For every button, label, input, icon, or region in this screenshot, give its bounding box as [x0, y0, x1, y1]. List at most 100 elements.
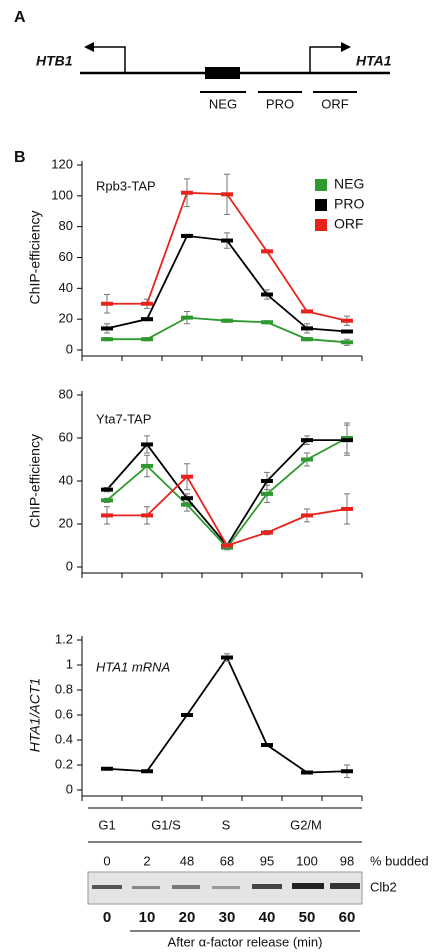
point: [221, 318, 233, 323]
point: [341, 340, 353, 345]
point: [341, 318, 353, 323]
y-tick-label: 0.6: [55, 706, 73, 721]
budded-value: 98: [340, 853, 354, 868]
point: [141, 301, 153, 306]
phase-label: G1: [98, 817, 115, 832]
point: [261, 491, 273, 496]
point: [301, 457, 313, 462]
chart-title: Yta7-TAP: [96, 411, 151, 426]
x-tick-label: 50: [299, 909, 316, 926]
arrowhead: [341, 42, 351, 52]
y-tick-label: 1.2: [55, 631, 73, 646]
point: [181, 233, 193, 238]
y-tick-label: 80: [59, 218, 73, 233]
point: [141, 442, 153, 447]
budded-value: 100: [296, 853, 318, 868]
point: [261, 320, 273, 325]
region-label: NEG: [209, 96, 237, 111]
y-tick-label: 0.2: [55, 756, 73, 771]
point: [341, 329, 353, 334]
blot-band: [212, 886, 240, 889]
point: [341, 769, 353, 774]
point: [261, 479, 273, 483]
panel-label: A: [14, 9, 26, 26]
point: [101, 766, 113, 771]
arrowhead: [84, 42, 94, 52]
point: [301, 337, 313, 342]
phase-label: S: [222, 817, 231, 832]
legend-swatch: [315, 219, 327, 231]
blot-band: [252, 884, 282, 889]
point: [301, 309, 313, 314]
series-line: [106, 439, 347, 548]
legend-swatch: [315, 179, 327, 191]
y-tick-label: 1: [66, 656, 73, 671]
point: [301, 513, 313, 518]
point: [301, 326, 313, 331]
blot-band: [330, 883, 360, 889]
panel-label: B: [14, 149, 26, 166]
budded-value: 2: [143, 853, 150, 868]
point: [181, 315, 193, 320]
legend-label: NEG: [334, 176, 364, 192]
point: [181, 190, 193, 195]
y-axis-label: ChIP-efficiency: [27, 211, 43, 305]
x-tick-label: 0: [103, 909, 111, 926]
y-axis-label: HTA1/ACT1: [27, 678, 43, 752]
point: [101, 326, 113, 331]
point: [141, 513, 153, 518]
region-label: ORF: [321, 96, 349, 111]
point: [141, 769, 153, 774]
point: [101, 337, 113, 342]
point: [221, 192, 233, 197]
series-line: [107, 475, 348, 547]
chart-title: HTA1 mRNA: [96, 659, 170, 674]
y-tick-label: 60: [59, 249, 73, 264]
point: [141, 463, 153, 468]
point: [101, 498, 113, 503]
y-axis-label: ChIP-efficiency: [27, 434, 43, 528]
y-tick-label: 0.8: [55, 681, 73, 696]
gene-label: HTA1: [356, 53, 392, 69]
x-tick-label: 40: [259, 909, 276, 926]
y-tick-label: 20: [59, 515, 73, 530]
point: [261, 249, 273, 254]
y-tick-label: 0: [66, 781, 73, 796]
y-tick-label: 0: [66, 341, 73, 356]
point: [101, 487, 113, 492]
point: [181, 502, 193, 507]
blot-label: Clb2: [370, 879, 397, 894]
y-tick-label: 40: [59, 280, 73, 295]
y-tick-label: 20: [59, 311, 73, 326]
legend-label: PRO: [334, 196, 364, 212]
y-tick-label: 100: [51, 187, 73, 202]
series-line: [106, 234, 348, 333]
x-axis-label: After α-factor release (min): [168, 934, 323, 949]
promoter-arrow: [92, 46, 126, 73]
point: [221, 238, 233, 243]
series-line: [106, 437, 348, 550]
point: [141, 317, 153, 322]
x-tick-label: 60: [339, 909, 356, 926]
point: [141, 337, 153, 342]
y-tick-label: 40: [59, 472, 73, 487]
point: [261, 743, 273, 747]
x-tick-label: 10: [139, 909, 156, 926]
y-tick-label: 0: [66, 558, 73, 573]
phase-label: G2/M: [290, 817, 322, 832]
series-line: [106, 655, 348, 774]
y-tick-label: 120: [51, 156, 73, 171]
point: [221, 655, 233, 660]
point: [101, 513, 113, 518]
blot-band: [132, 886, 160, 889]
budded-value: 68: [220, 853, 234, 868]
y-tick-label: 80: [59, 386, 73, 401]
region-label: PRO: [266, 96, 294, 111]
point: [301, 438, 313, 443]
budded-value: 0: [103, 853, 110, 868]
x-tick-label: 20: [179, 909, 196, 926]
point: [181, 474, 193, 479]
x-tick-label: 30: [219, 909, 236, 926]
chart-title: Rpb3-TAP: [96, 178, 156, 193]
